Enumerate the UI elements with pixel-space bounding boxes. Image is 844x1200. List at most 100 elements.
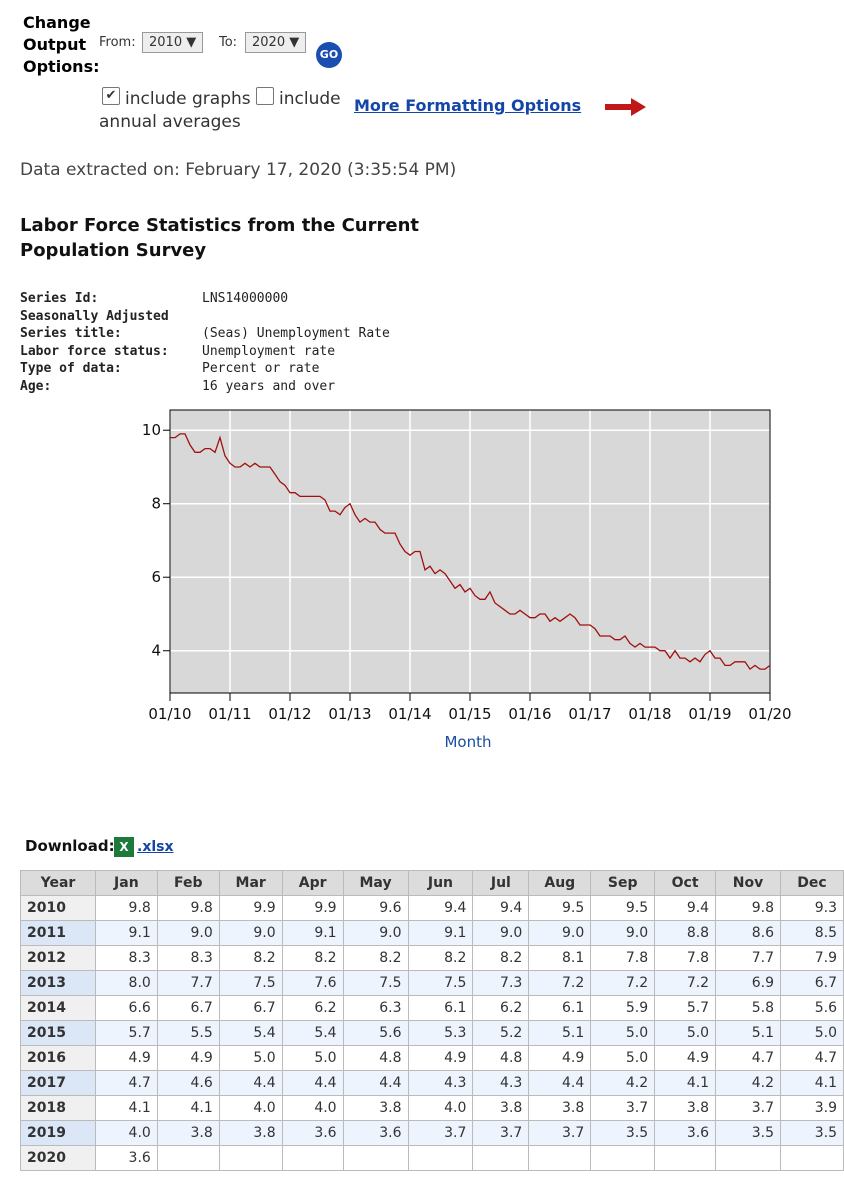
value-cell: [218, 1145, 283, 1171]
value-cell: 6.9: [715, 970, 781, 996]
value-cell: 4.9: [94, 1045, 158, 1071]
table-row: 2011 9.1 9.0 9.0 9.1 9.0 9.1 9.0 9.0 9.0 8.8 8.6 8.5: [20, 920, 844, 946]
value-cell: 3.8: [472, 1095, 530, 1121]
value-cell: 7.5: [407, 970, 474, 996]
value-cell: 6.2: [281, 995, 344, 1021]
annual-label: annual averages: [99, 112, 241, 132]
go-button[interactable]: GO: [316, 42, 342, 68]
value-cell: 7.8: [654, 945, 717, 971]
table-row: 2017 4.7 4.6 4.4 4.4 4.4 4.3 4.3 4.4 4.2 4.1 4.2 4.1: [20, 1070, 844, 1096]
more-options-link[interactable]: More Formatting Options: [354, 96, 582, 115]
value-cell: 6.6: [94, 995, 158, 1021]
column-header: Aug: [528, 870, 592, 896]
value-cell: 3.8: [654, 1095, 717, 1121]
value-cell: 8.2: [281, 945, 344, 971]
value-cell: 8.2: [472, 945, 530, 971]
value-cell: 4.8: [342, 1045, 409, 1071]
value-cell: 8.6: [715, 920, 781, 946]
value-cell: 9.5: [590, 895, 656, 921]
year-cell: 2013: [20, 970, 96, 996]
extracted-date: Data extracted on: February 17, 2020 (3:…: [20, 160, 457, 180]
value-cell: 7.3: [472, 970, 530, 996]
value-cell: 4.4: [281, 1070, 344, 1096]
series-info: Series Id: LNS14000000 Seasonally Adjusted…: [20, 290, 390, 396]
value-cell: 4.1: [654, 1070, 717, 1096]
value-cell: 3.7: [590, 1095, 656, 1121]
info-label: Seasonally Adjusted: [20, 308, 169, 324]
info-row: Labor force status: Unemployment rate: [20, 343, 335, 361]
table-row: 2010 9.8 9.8 9.9 9.9 9.6 9.4 9.4 9.5 9.5 9.4 9.8 9.3: [20, 895, 844, 921]
annual-checkbox[interactable]: [256, 87, 274, 105]
value-cell: 4.1: [780, 1070, 844, 1096]
value-cell: 4.4: [342, 1070, 409, 1096]
y-tick-label: 10: [142, 421, 161, 439]
value-cell: 9.8: [156, 895, 220, 921]
value-cell: 9.1: [281, 920, 344, 946]
x-tick-label: 01/16: [508, 705, 551, 723]
value-cell: 9.0: [342, 920, 409, 946]
column-header: Oct: [654, 870, 717, 896]
unemployment-line: [170, 433, 771, 671]
value-cell: 8.0: [94, 970, 158, 996]
value-cell: 9.0: [156, 920, 220, 946]
value-cell: 7.2: [590, 970, 656, 996]
x-tick-label: 01/14: [388, 705, 431, 723]
value-cell: 6.7: [218, 995, 283, 1021]
value-cell: 5.4: [218, 1020, 283, 1046]
info-value: LNS14000000: [202, 291, 289, 306]
value-cell: 9.0: [472, 920, 530, 946]
xlsx-icon: X: [114, 837, 134, 857]
value-cell: 8.8: [654, 920, 717, 946]
graphs-label: include graphs: [125, 89, 251, 109]
value-cell: 3.9: [780, 1095, 844, 1121]
table-row: 2013 8.0 7.7 7.5 7.6 7.5 7.5 7.3 7.2 7.2 7.2 6.9 6.7: [20, 970, 844, 996]
value-cell: 6.3: [342, 995, 409, 1021]
value-cell: [472, 1145, 530, 1171]
value-cell: 5.5: [156, 1020, 220, 1046]
value-cell: 8.2: [218, 945, 283, 971]
value-cell: [654, 1145, 717, 1171]
info-label: Series Id:: [20, 291, 99, 306]
x-tick-label: 01/15: [448, 705, 491, 723]
y-tick-label: 8: [151, 495, 161, 513]
value-cell: 4.9: [156, 1045, 220, 1071]
value-cell: 9.0: [590, 920, 656, 946]
value-cell: 3.6: [94, 1145, 158, 1171]
value-cell: 9.4: [407, 895, 474, 921]
value-cell: [156, 1145, 220, 1171]
table-row: 2016 4.9 4.9 5.0 5.0 4.8 4.9 4.8 4.9 5.0 4.9 4.7 4.7: [20, 1045, 844, 1071]
info-label: Age:: [20, 378, 52, 394]
value-cell: 4.1: [156, 1095, 220, 1121]
value-cell: 9.6: [342, 895, 409, 921]
value-cell: 9.8: [715, 895, 781, 921]
value-cell: 4.9: [407, 1045, 474, 1071]
to-select[interactable]: 2020 ▼: [245, 32, 307, 53]
info-row: Seasonally Adjusted: [20, 308, 169, 326]
value-cell: [780, 1145, 844, 1171]
value-cell: 9.5: [528, 895, 592, 921]
value-cell: 4.3: [472, 1070, 530, 1096]
value-cell: 4.4: [528, 1070, 592, 1096]
value-cell: 8.1: [528, 945, 592, 971]
value-cell: 5.0: [590, 1020, 656, 1046]
from-select[interactable]: 2010 ▼: [142, 32, 204, 53]
column-header: Mar: [218, 870, 283, 896]
value-cell: 5.0: [218, 1045, 283, 1071]
year-cell: 2015: [20, 1020, 96, 1046]
graphs-checkbox[interactable]: ✔: [102, 87, 120, 105]
value-cell: 4.7: [715, 1045, 781, 1071]
x-tick-label: 01/10: [148, 705, 191, 723]
value-cell: 9.0: [528, 920, 592, 946]
value-cell: [281, 1145, 344, 1171]
value-cell: 5.6: [780, 995, 844, 1021]
table-row: 2018 4.1 4.1 4.0 4.0 3.8 4.0 3.8 3.8 3.7 3.8 3.7 3.9: [20, 1095, 844, 1121]
value-cell: 3.5: [590, 1120, 656, 1146]
value-cell: 4.0: [94, 1120, 158, 1146]
annual-label: include: [279, 89, 341, 109]
value-cell: 8.2: [407, 945, 474, 971]
xlsx-link[interactable]: .xlsx: [137, 839, 174, 855]
value-cell: 3.5: [715, 1120, 781, 1146]
value-cell: 4.0: [281, 1095, 344, 1121]
value-cell: 3.6: [342, 1120, 409, 1146]
info-value: Unemployment rate: [202, 343, 336, 359]
